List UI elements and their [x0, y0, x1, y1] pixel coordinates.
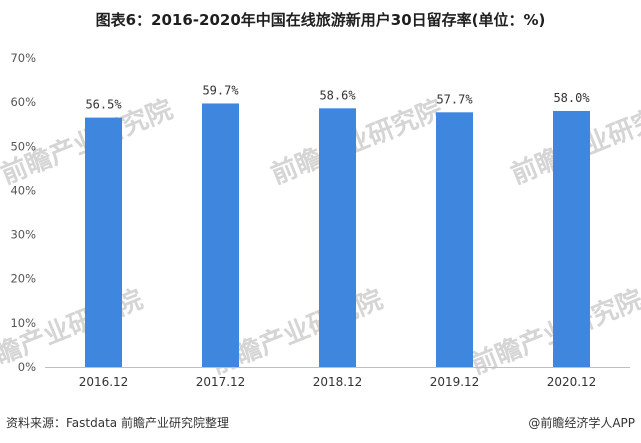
credit-note: @前瞻经济学人APP: [528, 416, 635, 430]
y-tick-label: 20%: [10, 272, 36, 286]
y-tick-label: 0%: [18, 360, 36, 374]
x-tick-label: 2020.12: [547, 375, 597, 389]
y-tick-label: 60%: [10, 95, 36, 109]
data-label: 57.7%: [436, 92, 473, 106]
data-label: 58.0%: [553, 91, 590, 105]
y-axis: 0% 10% 20% 30% 40% 50% 60% 70%: [10, 51, 36, 374]
data-label: 56.5%: [85, 98, 122, 112]
bar-2018.12: [319, 108, 356, 367]
x-axis: 2016.12 2017.12 2018.12 2019.12 2020.12: [45, 367, 630, 389]
bar-2016.12: [85, 117, 122, 367]
data-label: 58.6%: [319, 88, 356, 102]
y-tick-label: 40%: [10, 183, 36, 197]
x-tick-label: 2019.12: [430, 375, 480, 389]
bar-2019.12: [436, 112, 473, 367]
bars: [85, 103, 590, 368]
y-tick-label: 10%: [10, 316, 36, 330]
chart-title: 图表6：2016-2020年中国在线旅游新用户30日留存率(单位：%): [95, 11, 546, 29]
y-tick-label: 50%: [10, 139, 36, 153]
data-labels: 56.5% 59.7% 58.6% 57.7% 58.0%: [85, 83, 590, 111]
y-tick-label: 70%: [10, 51, 36, 65]
x-tick-label: 2016.12: [79, 375, 129, 389]
source-note: 资料来源：Fastdata 前瞻产业研究院整理: [6, 416, 229, 430]
watermark-text: 前瞻产业研究院: [267, 94, 447, 191]
bar-2020.12: [553, 110, 590, 367]
x-tick-label: 2017.12: [196, 375, 246, 389]
data-label: 59.7%: [202, 83, 239, 97]
bar-2017.12: [202, 103, 239, 368]
x-tick-label: 2018.12: [313, 375, 363, 389]
y-tick-label: 30%: [10, 228, 36, 242]
